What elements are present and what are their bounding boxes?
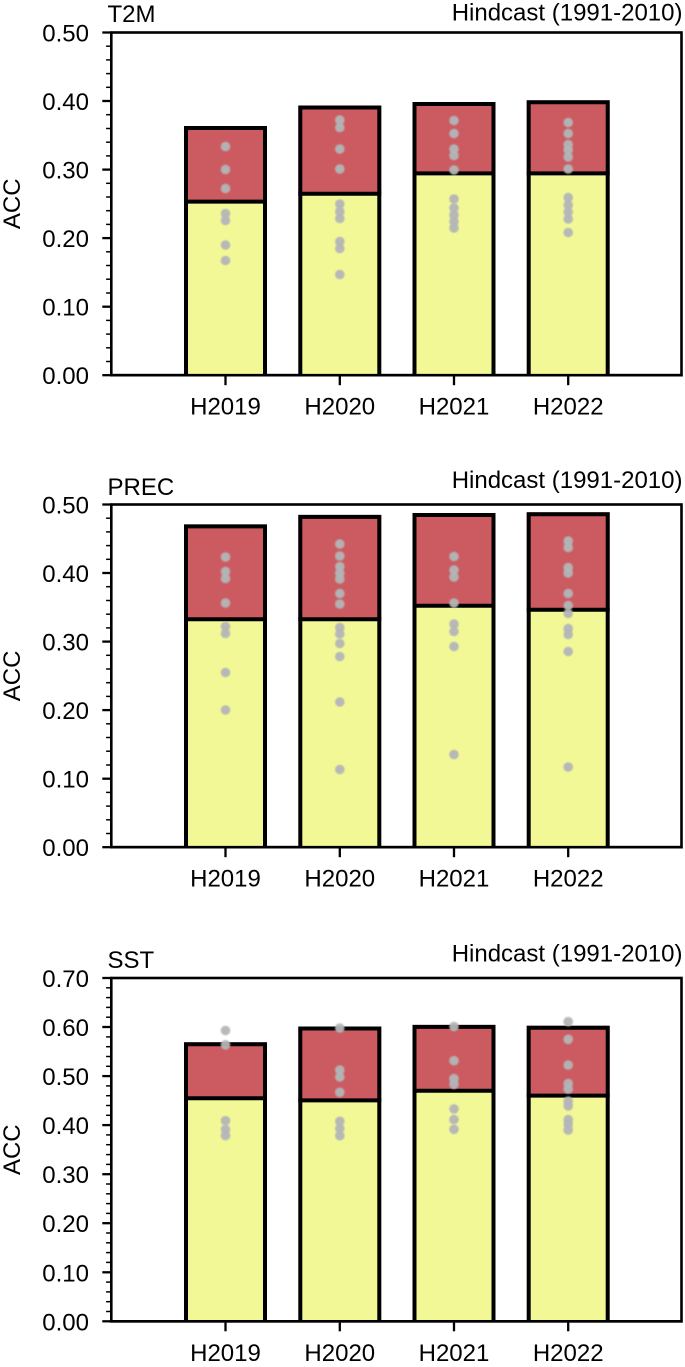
svg-text:H2022: H2022 xyxy=(533,394,604,421)
svg-text:0.00: 0.00 xyxy=(42,363,89,390)
svg-text:ACC: ACC xyxy=(0,651,26,702)
svg-text:PREC: PREC xyxy=(108,474,175,501)
svg-text:Hindcast (1991-2010): Hindcast (1991-2010) xyxy=(452,0,683,26)
svg-text:H2022: H2022 xyxy=(533,866,604,893)
svg-text:0.30: 0.30 xyxy=(42,1162,89,1189)
svg-text:0.10: 0.10 xyxy=(42,1260,89,1287)
svg-text:0.60: 0.60 xyxy=(42,1015,89,1042)
svg-text:0.00: 0.00 xyxy=(42,1309,89,1336)
svg-text:0.10: 0.10 xyxy=(42,767,89,794)
svg-text:0.20: 0.20 xyxy=(42,698,89,725)
svg-text:0.20: 0.20 xyxy=(42,1211,89,1238)
svg-text:0.40: 0.40 xyxy=(42,89,89,116)
svg-text:SST: SST xyxy=(108,947,155,974)
svg-text:H2019: H2019 xyxy=(190,866,261,893)
svg-text:H2020: H2020 xyxy=(304,394,375,421)
svg-text:ACC: ACC xyxy=(0,1124,26,1175)
svg-text:0.50: 0.50 xyxy=(42,21,89,48)
svg-text:0.30: 0.30 xyxy=(42,158,89,185)
svg-text:H2020: H2020 xyxy=(304,1340,375,1367)
svg-text:0.40: 0.40 xyxy=(42,561,89,588)
svg-text:0.30: 0.30 xyxy=(42,630,89,657)
svg-text:H2019: H2019 xyxy=(190,1340,261,1367)
svg-text:0.50: 0.50 xyxy=(42,1064,89,1091)
svg-text:H2021: H2021 xyxy=(419,394,490,421)
svg-text:0.00: 0.00 xyxy=(42,835,89,862)
svg-text:ACC: ACC xyxy=(0,178,26,229)
svg-text:Hindcast (1991-2010): Hindcast (1991-2010) xyxy=(452,467,683,494)
svg-text:H2021: H2021 xyxy=(419,866,490,893)
svg-text:T2M: T2M xyxy=(108,1,156,28)
svg-text:0.10: 0.10 xyxy=(42,295,89,322)
svg-text:0.40: 0.40 xyxy=(42,1113,89,1140)
svg-text:0.20: 0.20 xyxy=(42,226,89,253)
svg-text:Hindcast (1991-2010): Hindcast (1991-2010) xyxy=(452,941,683,968)
svg-text:H2020: H2020 xyxy=(304,866,375,893)
svg-text:H2021: H2021 xyxy=(419,1340,490,1367)
svg-text:H2019: H2019 xyxy=(190,394,261,421)
svg-text:H2022: H2022 xyxy=(533,1340,604,1367)
svg-text:0.50: 0.50 xyxy=(42,493,89,520)
svg-text:0.70: 0.70 xyxy=(42,966,89,993)
